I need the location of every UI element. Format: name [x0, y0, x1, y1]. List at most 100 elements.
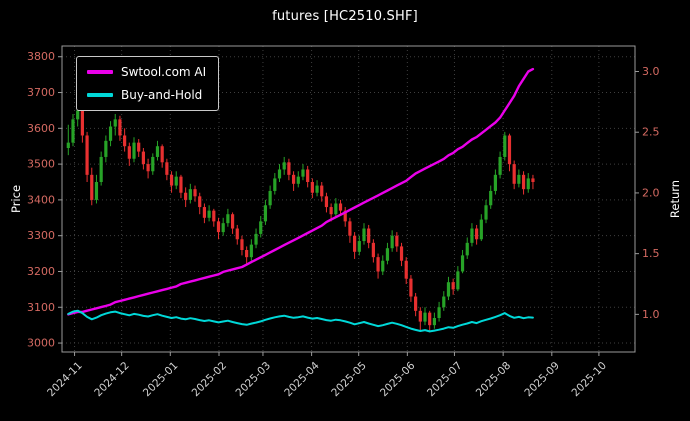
- candle: [381, 255, 385, 276]
- candle: [277, 164, 282, 182]
- candle: [146, 158, 150, 179]
- candle: [155, 140, 160, 161]
- candle: [507, 133, 512, 172]
- date-tick-labels: 2024-11 2024-12 2025-01 2025-02 2025-03 2025-…: [45, 359, 609, 399]
- candle: [526, 173, 530, 193]
- legend-item-bh: Buy-and-Hold: [87, 88, 206, 102]
- candle: [521, 171, 526, 195]
- candle: [216, 217, 221, 240]
- candle: [324, 192, 329, 213]
- candle: [245, 246, 249, 265]
- svg-text:2025-02: 2025-02: [190, 360, 230, 400]
- legend: Swtool.com AI Buy-and-Hold: [76, 56, 220, 111]
- candle: [113, 114, 117, 136]
- candle: [451, 278, 455, 295]
- candle: [498, 151, 502, 179]
- svg-text:2025-07: 2025-07: [425, 360, 465, 400]
- candle: [263, 199, 268, 225]
- svg-text:2025-01: 2025-01: [141, 360, 181, 400]
- candle: [376, 253, 380, 279]
- gridlines: [62, 46, 635, 352]
- candle: [94, 174, 99, 204]
- candlestick-series: [66, 105, 535, 333]
- candle: [85, 131, 89, 182]
- svg-text:3200: 3200: [27, 265, 55, 278]
- candle: [489, 185, 493, 209]
- candle: [80, 106, 84, 143]
- candle: [169, 171, 174, 193]
- candle: [184, 187, 188, 208]
- candle: [334, 198, 338, 218]
- candle: [99, 151, 103, 186]
- candle: [320, 182, 324, 202]
- return-tick-labels: 1.0 1.5 2.0 2.5 3.0: [642, 65, 660, 321]
- svg-text:2025-06: 2025-06: [378, 359, 418, 399]
- candle: [71, 114, 75, 147]
- candle: [66, 124, 70, 156]
- candle: [493, 169, 498, 195]
- candle: [188, 183, 192, 204]
- candle: [414, 292, 418, 317]
- ai-return-line: [67, 67, 535, 316]
- candle: [475, 224, 479, 245]
- candle: [352, 232, 357, 259]
- plot-border: [61, 45, 636, 353]
- candle: [479, 214, 483, 242]
- candle: [371, 239, 375, 263]
- candle: [90, 167, 94, 206]
- tick-marks: [58, 56, 639, 356]
- candle: [465, 237, 469, 259]
- candle: [418, 307, 422, 331]
- return-axis-label: Return: [668, 179, 682, 219]
- candle: [249, 239, 253, 261]
- candle: [423, 307, 427, 326]
- candle: [460, 250, 465, 274]
- svg-text:3400: 3400: [27, 193, 55, 206]
- candle: [484, 199, 488, 224]
- candle: [296, 171, 300, 188]
- svg-text:2025-03: 2025-03: [234, 360, 274, 400]
- svg-text:2024-11: 2024-11: [45, 360, 85, 400]
- candle: [456, 266, 460, 292]
- candle: [310, 178, 314, 199]
- svg-text:3300: 3300: [27, 229, 55, 242]
- candle: [207, 205, 211, 222]
- svg-text:3000: 3000: [27, 337, 55, 350]
- svg-text:2025-09: 2025-09: [522, 360, 562, 400]
- candle: [179, 174, 183, 199]
- candle: [165, 158, 169, 181]
- candle: [240, 235, 244, 256]
- candle: [160, 144, 164, 168]
- candle: [338, 199, 343, 216]
- candle: [268, 185, 272, 209]
- svg-text:3.0: 3.0: [642, 65, 660, 78]
- candle: [104, 135, 108, 163]
- candle: [141, 148, 145, 170]
- candle: [202, 203, 207, 224]
- svg-text:2024-12: 2024-12: [92, 360, 132, 400]
- candle: [132, 137, 136, 163]
- candle: [108, 121, 113, 147]
- candle: [395, 232, 399, 252]
- candle: [282, 156, 286, 175]
- candle: [512, 160, 516, 190]
- svg-text:3800: 3800: [27, 50, 55, 63]
- candle: [404, 257, 408, 284]
- candle: [517, 169, 521, 188]
- svg-text:2025-05: 2025-05: [329, 360, 369, 400]
- svg-text:2025-08: 2025-08: [474, 360, 514, 400]
- candle: [221, 217, 225, 236]
- candle: [399, 242, 404, 267]
- candle: [390, 230, 394, 252]
- legend-item-ai: Swtool.com AI: [87, 65, 206, 79]
- price-tick-labels: 3000 3100 3200 3300 3400 3500 3600 3700 3800: [27, 50, 55, 349]
- ai-line-swatch: [87, 70, 113, 74]
- svg-text:2025-04: 2025-04: [282, 359, 322, 399]
- candle: [385, 242, 390, 265]
- candle: [226, 208, 230, 227]
- candle: [301, 164, 305, 181]
- candle: [198, 192, 202, 215]
- candle: [230, 212, 235, 234]
- candle: [137, 139, 141, 157]
